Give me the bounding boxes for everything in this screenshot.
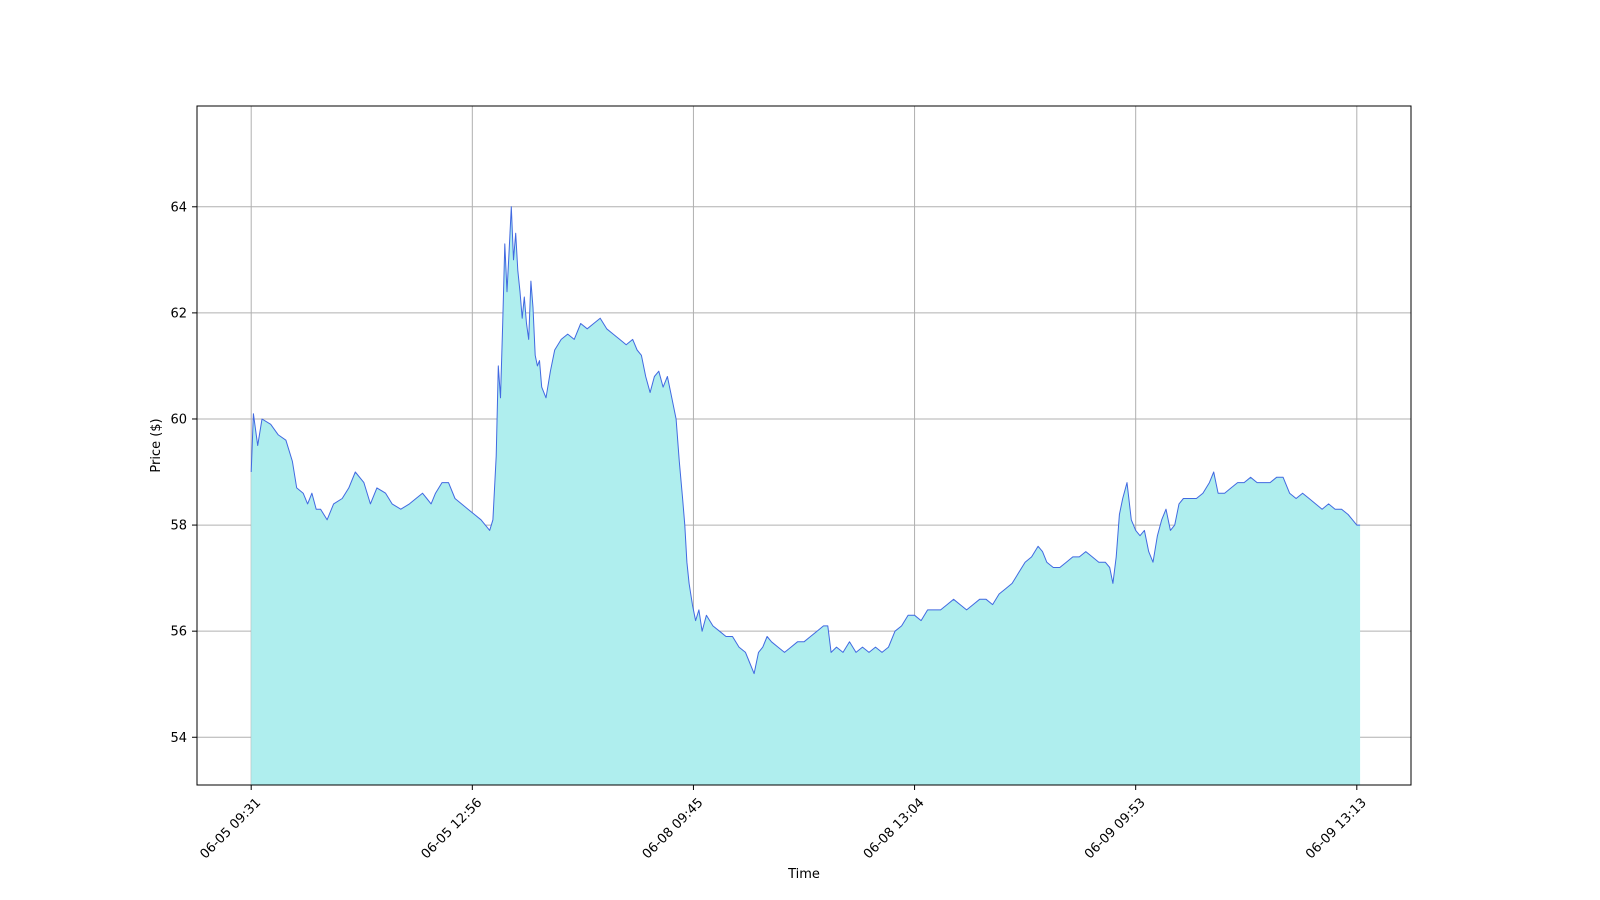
y-tick-label: 58 <box>170 519 187 534</box>
y-tick-label: 60 <box>170 412 187 427</box>
y-axis: 54 56 58 60 62 64 <box>170 200 197 746</box>
price-area-fill <box>251 206 1361 786</box>
price-series <box>250 206 1361 786</box>
y-axis-label: Price ($) <box>149 418 164 472</box>
x-axis: 06-05 09:31 06-05 12:56 06-08 09:45 06-08 1… <box>198 785 1370 862</box>
x-tick-label: 06-08 13:04 <box>861 795 928 862</box>
x-axis-label: Time <box>787 867 820 882</box>
x-tick-label: 06-05 09:31 <box>198 795 265 862</box>
x-tick-label: 06-08 09:45 <box>640 795 707 862</box>
x-tick-label: 06-09 09:53 <box>1082 795 1149 862</box>
x-tick-label: 06-09 13:13 <box>1303 795 1370 862</box>
y-tick-label: 64 <box>170 200 187 215</box>
y-tick-label: 62 <box>170 306 187 321</box>
y-tick-label: 54 <box>170 731 187 746</box>
plot-frame <box>196 105 1412 786</box>
x-tick-label: 06-05 12:56 <box>419 795 486 862</box>
y-tick-label: 56 <box>170 625 187 640</box>
price-line <box>250 206 1361 675</box>
